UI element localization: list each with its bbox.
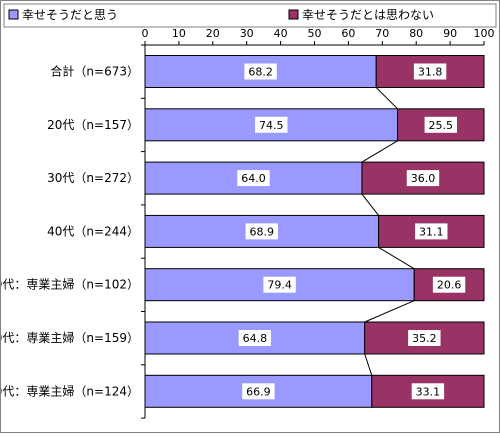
legend-swatch — [288, 9, 299, 20]
series-connector-line — [378, 246, 415, 270]
data-label-background — [263, 276, 296, 293]
category-label: 40代（n=244） — [47, 224, 139, 238]
data-label: 31.8 — [418, 66, 443, 79]
legend-swatch — [8, 9, 19, 20]
series-lines — [361, 87, 415, 376]
category-label: 20代（n=157） — [47, 118, 139, 132]
legend-label: 幸せそうだとは思わない — [302, 8, 434, 22]
legend: 幸せそうだと思う 幸せそうだとは思わない — [3, 3, 497, 28]
series-connector-line — [361, 140, 398, 163]
category-labels: 合計（n=673） 20代（n=157） 30代（n=272） 40代（n=244） 2… — [0, 64, 139, 399]
data-label: 36.0 — [411, 172, 436, 185]
data-label: 66.9 — [246, 385, 271, 398]
data-label-background — [432, 276, 466, 293]
series-connector-line — [361, 193, 379, 216]
data-label-background — [245, 223, 278, 240]
x-tick-label: 40 — [274, 27, 288, 40]
x-tick-label: 50 — [308, 27, 322, 40]
x-tick-label: 100 — [474, 27, 495, 40]
data-label-background — [237, 170, 270, 187]
x-tick-label: 80 — [409, 27, 423, 40]
data-label-background — [408, 330, 441, 346]
series-connector-line — [364, 353, 373, 376]
data-label-background — [406, 170, 440, 187]
data-label: 68.2 — [248, 66, 273, 79]
category-label: 20代：専業主婦（n=102） — [1, 277, 139, 292]
category-label: 合計（n=673） — [50, 64, 139, 79]
category-label: 30代：専業主婦（n=159） — [1, 330, 139, 345]
legend-box — [3, 3, 497, 28]
data-label: 33.1 — [416, 385, 441, 398]
x-tick-label: 90 — [443, 27, 457, 40]
x-tick-label: 70 — [375, 27, 389, 40]
data-label-background — [255, 116, 288, 133]
data-label: 35.2 — [412, 332, 437, 345]
x-tick-label: 20 — [206, 27, 220, 40]
data-label: 31.1 — [419, 225, 444, 238]
category-label: 30代（n=272） — [47, 171, 139, 185]
x-tick-label: 0 — [142, 27, 149, 40]
data-label-background — [424, 116, 457, 133]
bars: 68.2 31.8 74.5 25.5 64.0 36.0 68.9 31.1 79.4 20.6… — [144, 55, 485, 408]
data-label: 64.0 — [241, 172, 266, 185]
data-label: 64.8 — [243, 332, 268, 345]
legend-label: 幸せそうだと思う — [22, 8, 118, 22]
data-label-background — [242, 383, 275, 400]
x-tick-label: 60 — [341, 27, 355, 40]
series-connector-line — [375, 87, 398, 110]
x-tick-label: 10 — [172, 27, 186, 40]
data-label: 68.9 — [250, 225, 275, 238]
data-label-background — [244, 63, 277, 80]
data-label: 79.4 — [267, 279, 292, 292]
data-label-background — [238, 330, 272, 346]
x-tick-label: 30 — [240, 27, 254, 40]
data-label: 25.5 — [429, 119, 454, 132]
data-label: 20.6 — [437, 279, 462, 292]
data-label: 74.5 — [259, 119, 284, 132]
data-label-background — [413, 63, 447, 80]
category-label: 40代：専業主婦（n=124） — [1, 383, 139, 398]
series-connector-line — [364, 300, 415, 323]
data-label-background — [411, 383, 445, 400]
data-label-background — [415, 223, 448, 240]
